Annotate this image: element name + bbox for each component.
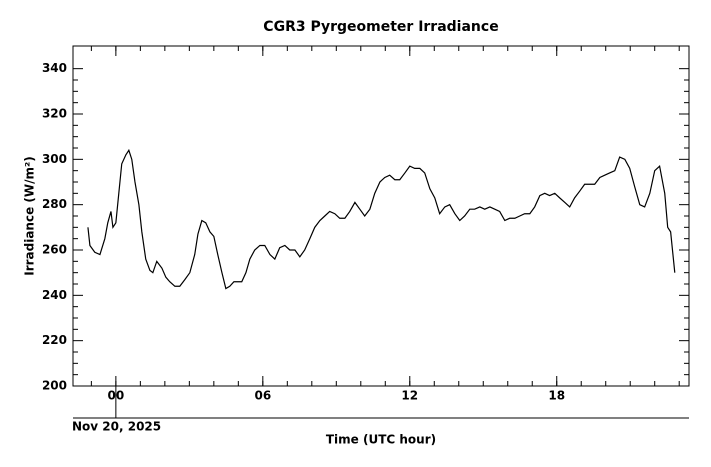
y-tick-label: 260 <box>42 243 67 257</box>
y-tick-label: 220 <box>42 333 67 347</box>
x-tick-label: 06 <box>254 389 271 403</box>
y-tick-label: 200 <box>42 379 67 393</box>
y-tick-label: 340 <box>42 61 67 75</box>
y-tick-label: 240 <box>42 288 67 302</box>
x-tick-label: 18 <box>548 389 565 403</box>
series-line <box>87 148 676 290</box>
chart-title: CGR3 Pyrgeometer Irradiance <box>263 19 498 35</box>
y-tick-label: 300 <box>42 152 67 166</box>
y-tick-label: 320 <box>42 107 67 121</box>
y-axis-label: Irradiance (W/m²) <box>23 156 37 276</box>
plot-frame <box>72 45 690 387</box>
x-tick-label: 12 <box>401 389 418 403</box>
y-tick-label: 280 <box>42 197 67 211</box>
x-axis-label: Time (UTC hour) <box>326 433 436 447</box>
date-label: Nov 20, 2025 <box>72 420 161 434</box>
